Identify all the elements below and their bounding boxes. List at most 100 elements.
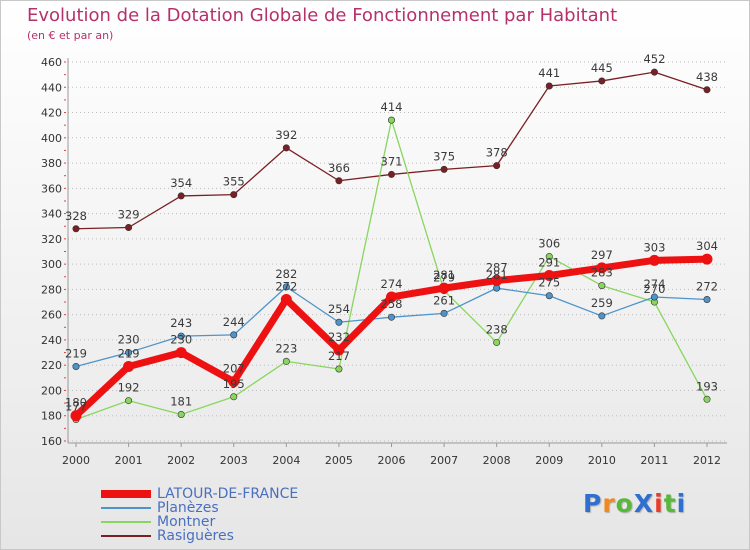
x-tick-label-2005: 2005 bbox=[325, 454, 353, 467]
data-label-plan-zes-2010: 259 bbox=[591, 296, 613, 310]
data-label-montner-2010: 283 bbox=[591, 266, 613, 280]
data-label-montner-2008: 238 bbox=[486, 322, 508, 336]
data-label-plan-zes-2005: 254 bbox=[328, 302, 350, 316]
data-label-rasigu-res-2001: 329 bbox=[118, 207, 140, 221]
data-point-plan-zes-2006 bbox=[387, 313, 395, 321]
data-label-montner-2003: 195 bbox=[223, 377, 245, 391]
y-tick-label-160: 160 bbox=[41, 435, 62, 448]
chart-subtitle: (en € et par an) bbox=[27, 29, 114, 42]
data-point-latour-de-france-2000 bbox=[70, 410, 82, 422]
data-label-rasigu-res-2004: 392 bbox=[275, 128, 297, 142]
data-point-plan-zes-2001 bbox=[125, 349, 133, 357]
y-tick-label-380: 380 bbox=[41, 157, 62, 170]
data-point-rasigu-res-2012 bbox=[703, 86, 711, 94]
data-point-rasigu-res-2005 bbox=[335, 177, 343, 185]
data-label-latour-de-france-2002: 230 bbox=[170, 333, 192, 347]
data-label-rasigu-res-2012: 438 bbox=[696, 70, 718, 84]
data-label-latour-de-france-2008: 287 bbox=[486, 261, 508, 275]
data-label-rasigu-res-2003: 355 bbox=[223, 175, 245, 189]
x-tick-label-2002: 2002 bbox=[167, 454, 195, 467]
data-label-plan-zes-2009: 275 bbox=[538, 276, 560, 290]
data-point-montner-2002 bbox=[177, 410, 185, 418]
data-point-latour-de-france-2001 bbox=[123, 360, 135, 372]
data-point-plan-zes-2000 bbox=[72, 362, 80, 370]
data-label-montner-2011: 270 bbox=[643, 282, 665, 296]
data-label-latour-de-france-2009: 291 bbox=[538, 256, 560, 270]
y-tick-label-300: 300 bbox=[41, 258, 62, 271]
data-point-montner-2005 bbox=[335, 365, 343, 373]
data-point-plan-zes-2005 bbox=[335, 318, 343, 326]
data-label-montner-2005: 217 bbox=[328, 349, 350, 363]
legend-swatch-rasigu-res bbox=[101, 535, 151, 537]
data-label-latour-de-france-2004: 272 bbox=[275, 280, 297, 294]
data-point-plan-zes-2011 bbox=[650, 293, 658, 301]
data-label-latour-de-france-2007: 281 bbox=[433, 268, 455, 282]
data-label-montner-2006: 414 bbox=[381, 100, 403, 114]
data-point-latour-de-france-2009 bbox=[543, 270, 555, 282]
data-label-plan-zes-2000: 219 bbox=[65, 346, 87, 360]
y-tick-label-220: 220 bbox=[41, 359, 62, 372]
data-point-latour-de-france-2002 bbox=[175, 347, 187, 359]
x-tick-label-2010: 2010 bbox=[588, 454, 616, 467]
data-label-rasigu-res-2000: 328 bbox=[65, 209, 87, 223]
data-point-rasigu-res-2007 bbox=[440, 165, 448, 173]
y-tick-label-440: 440 bbox=[41, 81, 62, 94]
data-point-latour-de-france-2007 bbox=[438, 282, 450, 294]
data-label-rasigu-res-2008: 378 bbox=[486, 146, 508, 160]
data-label-plan-zes-2001: 230 bbox=[118, 333, 140, 347]
data-point-montner-2003 bbox=[230, 393, 238, 401]
data-label-latour-de-france-2006: 274 bbox=[381, 277, 403, 291]
legend-swatch-montner bbox=[101, 521, 151, 523]
data-point-rasigu-res-2009 bbox=[545, 82, 553, 90]
x-tick-label-2009: 2009 bbox=[535, 454, 563, 467]
data-label-plan-zes-2004: 282 bbox=[275, 267, 297, 281]
x-tick-label-2007: 2007 bbox=[430, 454, 458, 467]
data-label-plan-zes-2007: 261 bbox=[433, 293, 455, 307]
data-label-rasigu-res-2011: 452 bbox=[643, 52, 665, 66]
data-point-montner-2009 bbox=[545, 253, 553, 261]
data-label-plan-zes-2006: 258 bbox=[381, 297, 403, 311]
data-point-plan-zes-2003 bbox=[230, 331, 238, 339]
data-point-latour-de-france-2006 bbox=[386, 291, 397, 303]
data-point-plan-zes-2010 bbox=[598, 312, 606, 320]
data-point-rasigu-res-2010 bbox=[598, 77, 606, 85]
y-tick-label-400: 400 bbox=[41, 132, 62, 145]
series-line-rasigu-res bbox=[75, 71, 708, 230]
data-label-rasigu-res-2005: 366 bbox=[328, 161, 350, 175]
data-label-plan-zes-2002: 243 bbox=[170, 316, 192, 330]
y-tick-label-260: 260 bbox=[41, 309, 62, 322]
data-point-montner-2004 bbox=[282, 357, 290, 365]
data-point-montner-2012 bbox=[703, 395, 711, 403]
y-tick-label-360: 360 bbox=[41, 182, 62, 195]
data-point-latour-de-france-2011 bbox=[648, 254, 660, 266]
data-label-latour-de-france-2003: 207 bbox=[223, 362, 245, 376]
legend-label-montner: Montner bbox=[157, 514, 216, 530]
data-label-latour-de-france-2005: 232 bbox=[328, 330, 350, 344]
data-label-plan-zes-2008: 281 bbox=[486, 268, 508, 282]
data-label-latour-de-france-2000: 180 bbox=[65, 396, 87, 410]
legend-label-latour-de-france: LATOUR-DE-FRANCE bbox=[157, 486, 299, 502]
x-tick-label-2011: 2011 bbox=[640, 454, 668, 467]
data-label-latour-de-france-2001: 219 bbox=[118, 346, 140, 360]
data-point-rasigu-res-2004 bbox=[282, 144, 290, 152]
data-label-montner-2002: 181 bbox=[170, 394, 192, 408]
data-point-montner-2010 bbox=[598, 282, 606, 290]
data-point-plan-zes-2004 bbox=[282, 283, 290, 291]
y-tick-label-340: 340 bbox=[41, 208, 62, 221]
chart-title: Evolution de la Dotation Globale de Fonc… bbox=[27, 5, 618, 26]
data-label-latour-de-france-2010: 297 bbox=[591, 248, 613, 262]
data-label-montner-2007: 279 bbox=[433, 271, 455, 285]
data-label-plan-zes-2011: 274 bbox=[643, 277, 665, 291]
data-label-montner-2001: 192 bbox=[118, 381, 140, 395]
data-point-latour-de-france-2012 bbox=[701, 253, 713, 265]
data-point-montner-2001 bbox=[125, 397, 133, 405]
series-rasigu-res bbox=[72, 68, 711, 233]
data-label-montner-2000: 177 bbox=[65, 400, 87, 414]
data-point-plan-zes-2002 bbox=[177, 332, 185, 340]
data-point-latour-de-france-2004 bbox=[280, 294, 292, 306]
data-label-latour-de-france-2011: 303 bbox=[643, 240, 665, 254]
data-label-rasigu-res-2002: 354 bbox=[170, 176, 192, 190]
data-point-rasigu-res-2002 bbox=[177, 192, 185, 200]
